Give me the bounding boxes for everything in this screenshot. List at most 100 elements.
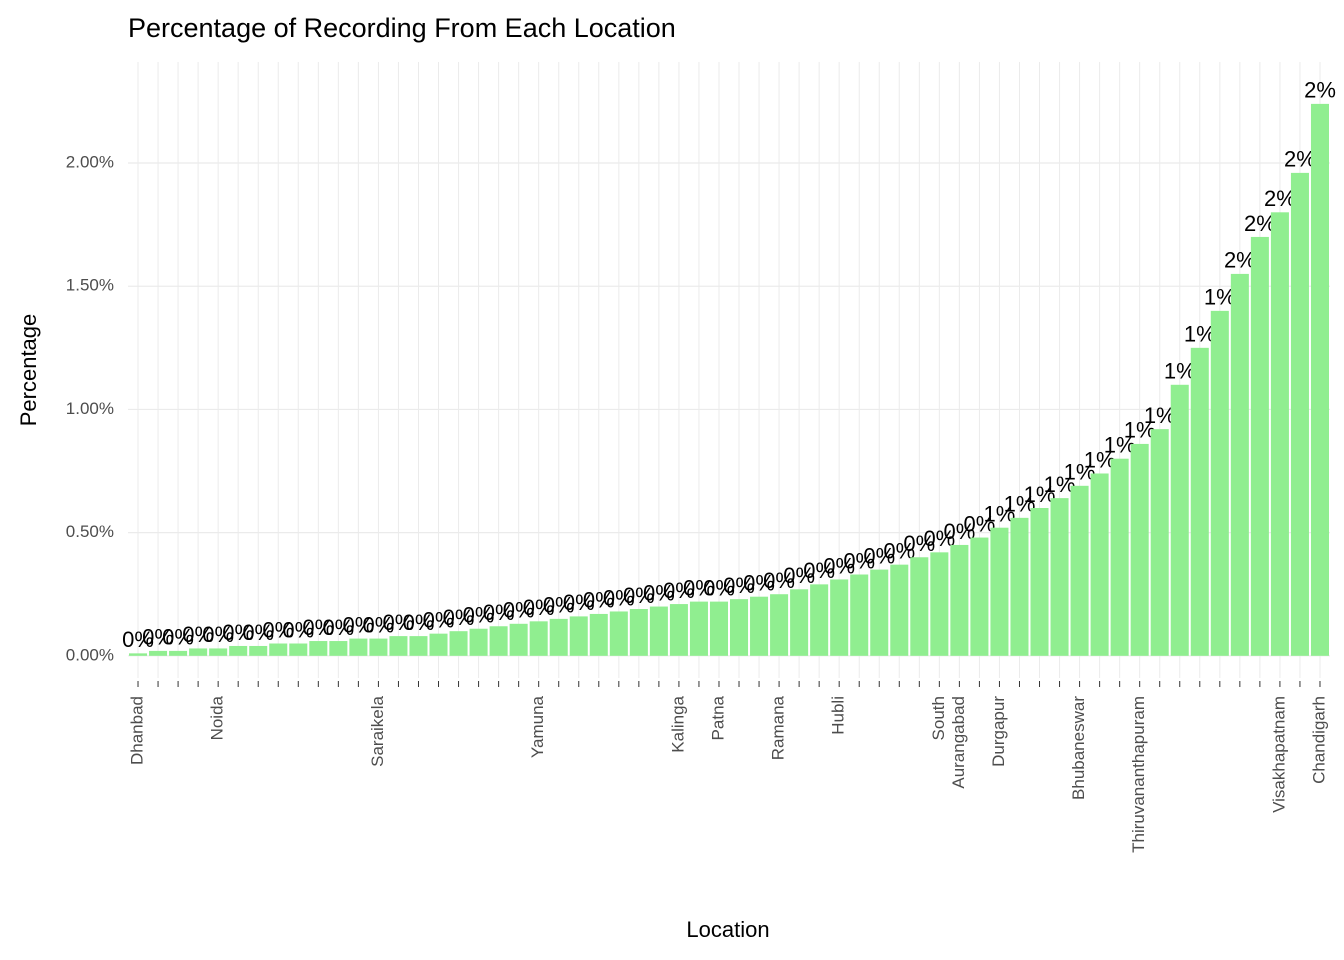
bar bbox=[910, 557, 929, 656]
bar bbox=[509, 623, 528, 656]
bar bbox=[870, 569, 889, 656]
bar bbox=[1170, 384, 1189, 656]
bar bbox=[369, 638, 388, 656]
value-label: 0% bbox=[883, 538, 915, 563]
value-label: 1% bbox=[984, 502, 1016, 527]
bar bbox=[189, 648, 208, 656]
value-label: 2% bbox=[1224, 248, 1256, 273]
bar bbox=[970, 537, 989, 656]
bar bbox=[269, 643, 288, 656]
value-label: 0% bbox=[342, 612, 374, 637]
value-label: 0% bbox=[543, 593, 575, 618]
bar bbox=[1110, 458, 1129, 656]
value-label: 0% bbox=[483, 600, 515, 625]
bar bbox=[990, 527, 1009, 656]
bar bbox=[689, 601, 708, 656]
bar bbox=[589, 613, 608, 656]
value-label: 0% bbox=[282, 617, 314, 642]
y-tick-label: 1.00% bbox=[66, 399, 114, 418]
x-tick-label: Ramana bbox=[769, 695, 788, 760]
value-label: 0% bbox=[843, 548, 875, 573]
value-label: 2% bbox=[1284, 147, 1316, 172]
value-label: 0% bbox=[202, 622, 234, 647]
bar bbox=[1250, 236, 1269, 656]
y-tick-label: 2.00% bbox=[66, 153, 114, 172]
x-tick-label: Visakhapatnam bbox=[1269, 696, 1288, 813]
x-tick-label: Yamuna bbox=[528, 695, 547, 758]
x-tick-label: Bhubaneswar bbox=[1069, 696, 1088, 800]
value-label: 0% bbox=[903, 531, 935, 556]
value-label: 0% bbox=[383, 610, 415, 635]
value-label: 0% bbox=[122, 627, 154, 652]
value-label: 0% bbox=[363, 612, 395, 637]
value-label: 1% bbox=[1104, 433, 1136, 458]
bar bbox=[669, 604, 688, 656]
value-label: 0% bbox=[703, 575, 735, 600]
bar bbox=[649, 606, 668, 656]
bar bbox=[1150, 429, 1169, 656]
bar bbox=[850, 574, 869, 656]
bar bbox=[209, 648, 228, 656]
bar bbox=[229, 645, 248, 656]
value-label: 1% bbox=[1204, 285, 1236, 310]
bar bbox=[489, 626, 508, 656]
value-label: 1% bbox=[1124, 418, 1156, 443]
value-label: 1% bbox=[1004, 492, 1036, 517]
bar bbox=[709, 601, 728, 656]
bar bbox=[349, 638, 368, 656]
value-label: 0% bbox=[262, 617, 294, 642]
bar bbox=[429, 633, 448, 656]
y-tick-label: 0.50% bbox=[66, 522, 114, 541]
y-tick-label: 0.00% bbox=[66, 645, 114, 664]
x-tick-label: Saraikela bbox=[368, 695, 387, 766]
value-label: 0% bbox=[763, 568, 795, 593]
value-label: 0% bbox=[643, 580, 675, 605]
value-label: 0% bbox=[923, 526, 955, 551]
chart-title: Percentage of Recording From Each Locati… bbox=[128, 13, 676, 43]
value-label: 0% bbox=[322, 615, 354, 640]
x-tick-label: Durgapur bbox=[989, 696, 1008, 767]
bar bbox=[1270, 212, 1289, 656]
value-label: 0% bbox=[222, 620, 254, 645]
value-label: 0% bbox=[603, 585, 635, 610]
bar bbox=[549, 618, 568, 656]
bar bbox=[289, 643, 308, 656]
bar bbox=[1310, 103, 1329, 656]
bar bbox=[750, 596, 769, 656]
bar bbox=[1050, 498, 1069, 656]
x-tick-label: Patna bbox=[708, 695, 727, 740]
value-label: 0% bbox=[783, 563, 815, 588]
value-label: 0% bbox=[663, 578, 695, 603]
value-label: 0% bbox=[563, 590, 595, 615]
value-label: 0% bbox=[943, 519, 975, 544]
bar bbox=[1210, 310, 1229, 656]
x-tick-label: Chandigarh bbox=[1309, 696, 1328, 784]
bar bbox=[1190, 347, 1209, 656]
bar bbox=[449, 631, 468, 656]
bar bbox=[129, 653, 148, 656]
bar bbox=[1230, 273, 1249, 656]
value-label: 0% bbox=[723, 573, 755, 598]
value-label: 0% bbox=[583, 588, 615, 613]
bar bbox=[1010, 517, 1029, 656]
value-label: 1% bbox=[1144, 403, 1176, 428]
bar bbox=[329, 641, 348, 656]
value-label: 0% bbox=[823, 553, 855, 578]
value-label: 1% bbox=[1164, 359, 1196, 384]
value-label: 0% bbox=[423, 607, 455, 632]
value-label: 1% bbox=[1064, 460, 1096, 485]
x-axis-title: Location bbox=[686, 917, 769, 942]
value-label: 0% bbox=[503, 598, 535, 623]
value-label: 2% bbox=[1264, 186, 1296, 211]
value-label: 0% bbox=[162, 625, 194, 650]
x-tick-label: Noida bbox=[208, 695, 227, 740]
bar bbox=[810, 584, 829, 656]
value-label: 2% bbox=[1244, 211, 1276, 236]
bar bbox=[830, 579, 849, 656]
bar bbox=[629, 609, 648, 656]
bar bbox=[529, 621, 548, 656]
value-label: 1% bbox=[1024, 482, 1056, 507]
value-label: 0% bbox=[964, 511, 996, 536]
